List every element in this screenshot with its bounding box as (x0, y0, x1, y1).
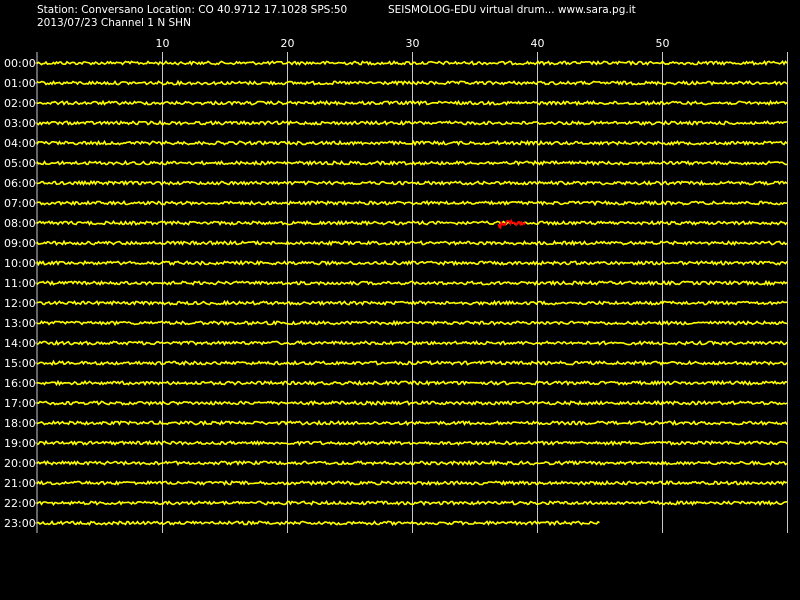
trace-1900 (36, 439, 788, 447)
date-channel-info: 2013/07/23 Channel 1 N SHN (37, 17, 191, 29)
trace-1100 (36, 279, 788, 287)
row-time-label: 16:00 (4, 377, 36, 390)
row-time-label: 07:00 (4, 197, 36, 210)
trace-0100 (36, 79, 788, 87)
trace-0700 (36, 199, 788, 207)
trace-1300 (36, 319, 788, 327)
trace-0500 (36, 159, 788, 167)
row-time-label: 18:00 (4, 417, 36, 430)
trace-0000 (36, 60, 788, 67)
trace-1800 (36, 419, 788, 427)
x-tick-label: 50 (656, 37, 670, 50)
row-time-label: 02:00 (4, 97, 36, 110)
row-time-label: 20:00 (4, 457, 36, 470)
row-time-label: 00:00 (4, 57, 36, 70)
row-time-label: 22:00 (4, 497, 36, 510)
row-time-label: 08:00 (4, 217, 36, 230)
chart-title: SEISMOLOG-EDU virtual drum... www.sara.p… (388, 4, 636, 16)
x-tick-label: 10 (156, 37, 170, 50)
row-time-label: 05:00 (4, 157, 36, 170)
trace-1600 (36, 379, 788, 387)
row-time-label: 13:00 (4, 317, 36, 330)
trace-1000 (36, 259, 788, 267)
trace-1400 (36, 339, 788, 347)
row-time-label: 14:00 (4, 337, 36, 350)
trace-1700 (36, 399, 788, 407)
row-time-label: 10:00 (4, 257, 36, 270)
row-time-label: 11:00 (4, 277, 36, 290)
row-time-label: 06:00 (4, 177, 36, 190)
row-time-label: 12:00 (4, 297, 36, 310)
trace-0800 (36, 219, 788, 227)
row-time-label: 19:00 (4, 437, 36, 450)
trace-0200 (37, 99, 788, 107)
trace-2200 (36, 499, 787, 507)
trace-2100 (36, 479, 788, 487)
row-time-label: 01:00 (4, 77, 36, 90)
trace-0400 (36, 139, 788, 147)
x-tick-label: 20 (281, 37, 295, 50)
station-info: Station: Conversano Location: CO 40.9712… (37, 4, 348, 16)
row-time-label: 17:00 (4, 397, 36, 410)
trace-0900 (36, 239, 788, 247)
x-tick-label: 40 (531, 37, 545, 50)
x-tick-label: 30 (406, 37, 420, 50)
row-time-label: 09:00 (4, 237, 36, 250)
row-time-label: 03:00 (4, 117, 36, 130)
trace-0600 (36, 179, 788, 187)
trace-2000 (36, 459, 788, 467)
trace-1200 (37, 299, 787, 307)
row-time-label: 04:00 (4, 137, 36, 150)
row-time-label: 23:00 (4, 517, 36, 530)
row-time-label: 21:00 (4, 477, 36, 490)
row-time-label: 15:00 (4, 357, 36, 370)
trace-0300 (36, 119, 788, 126)
trace-1500 (36, 359, 788, 367)
seismic-event-trace (497, 218, 526, 230)
trace-2300 (36, 520, 600, 527)
